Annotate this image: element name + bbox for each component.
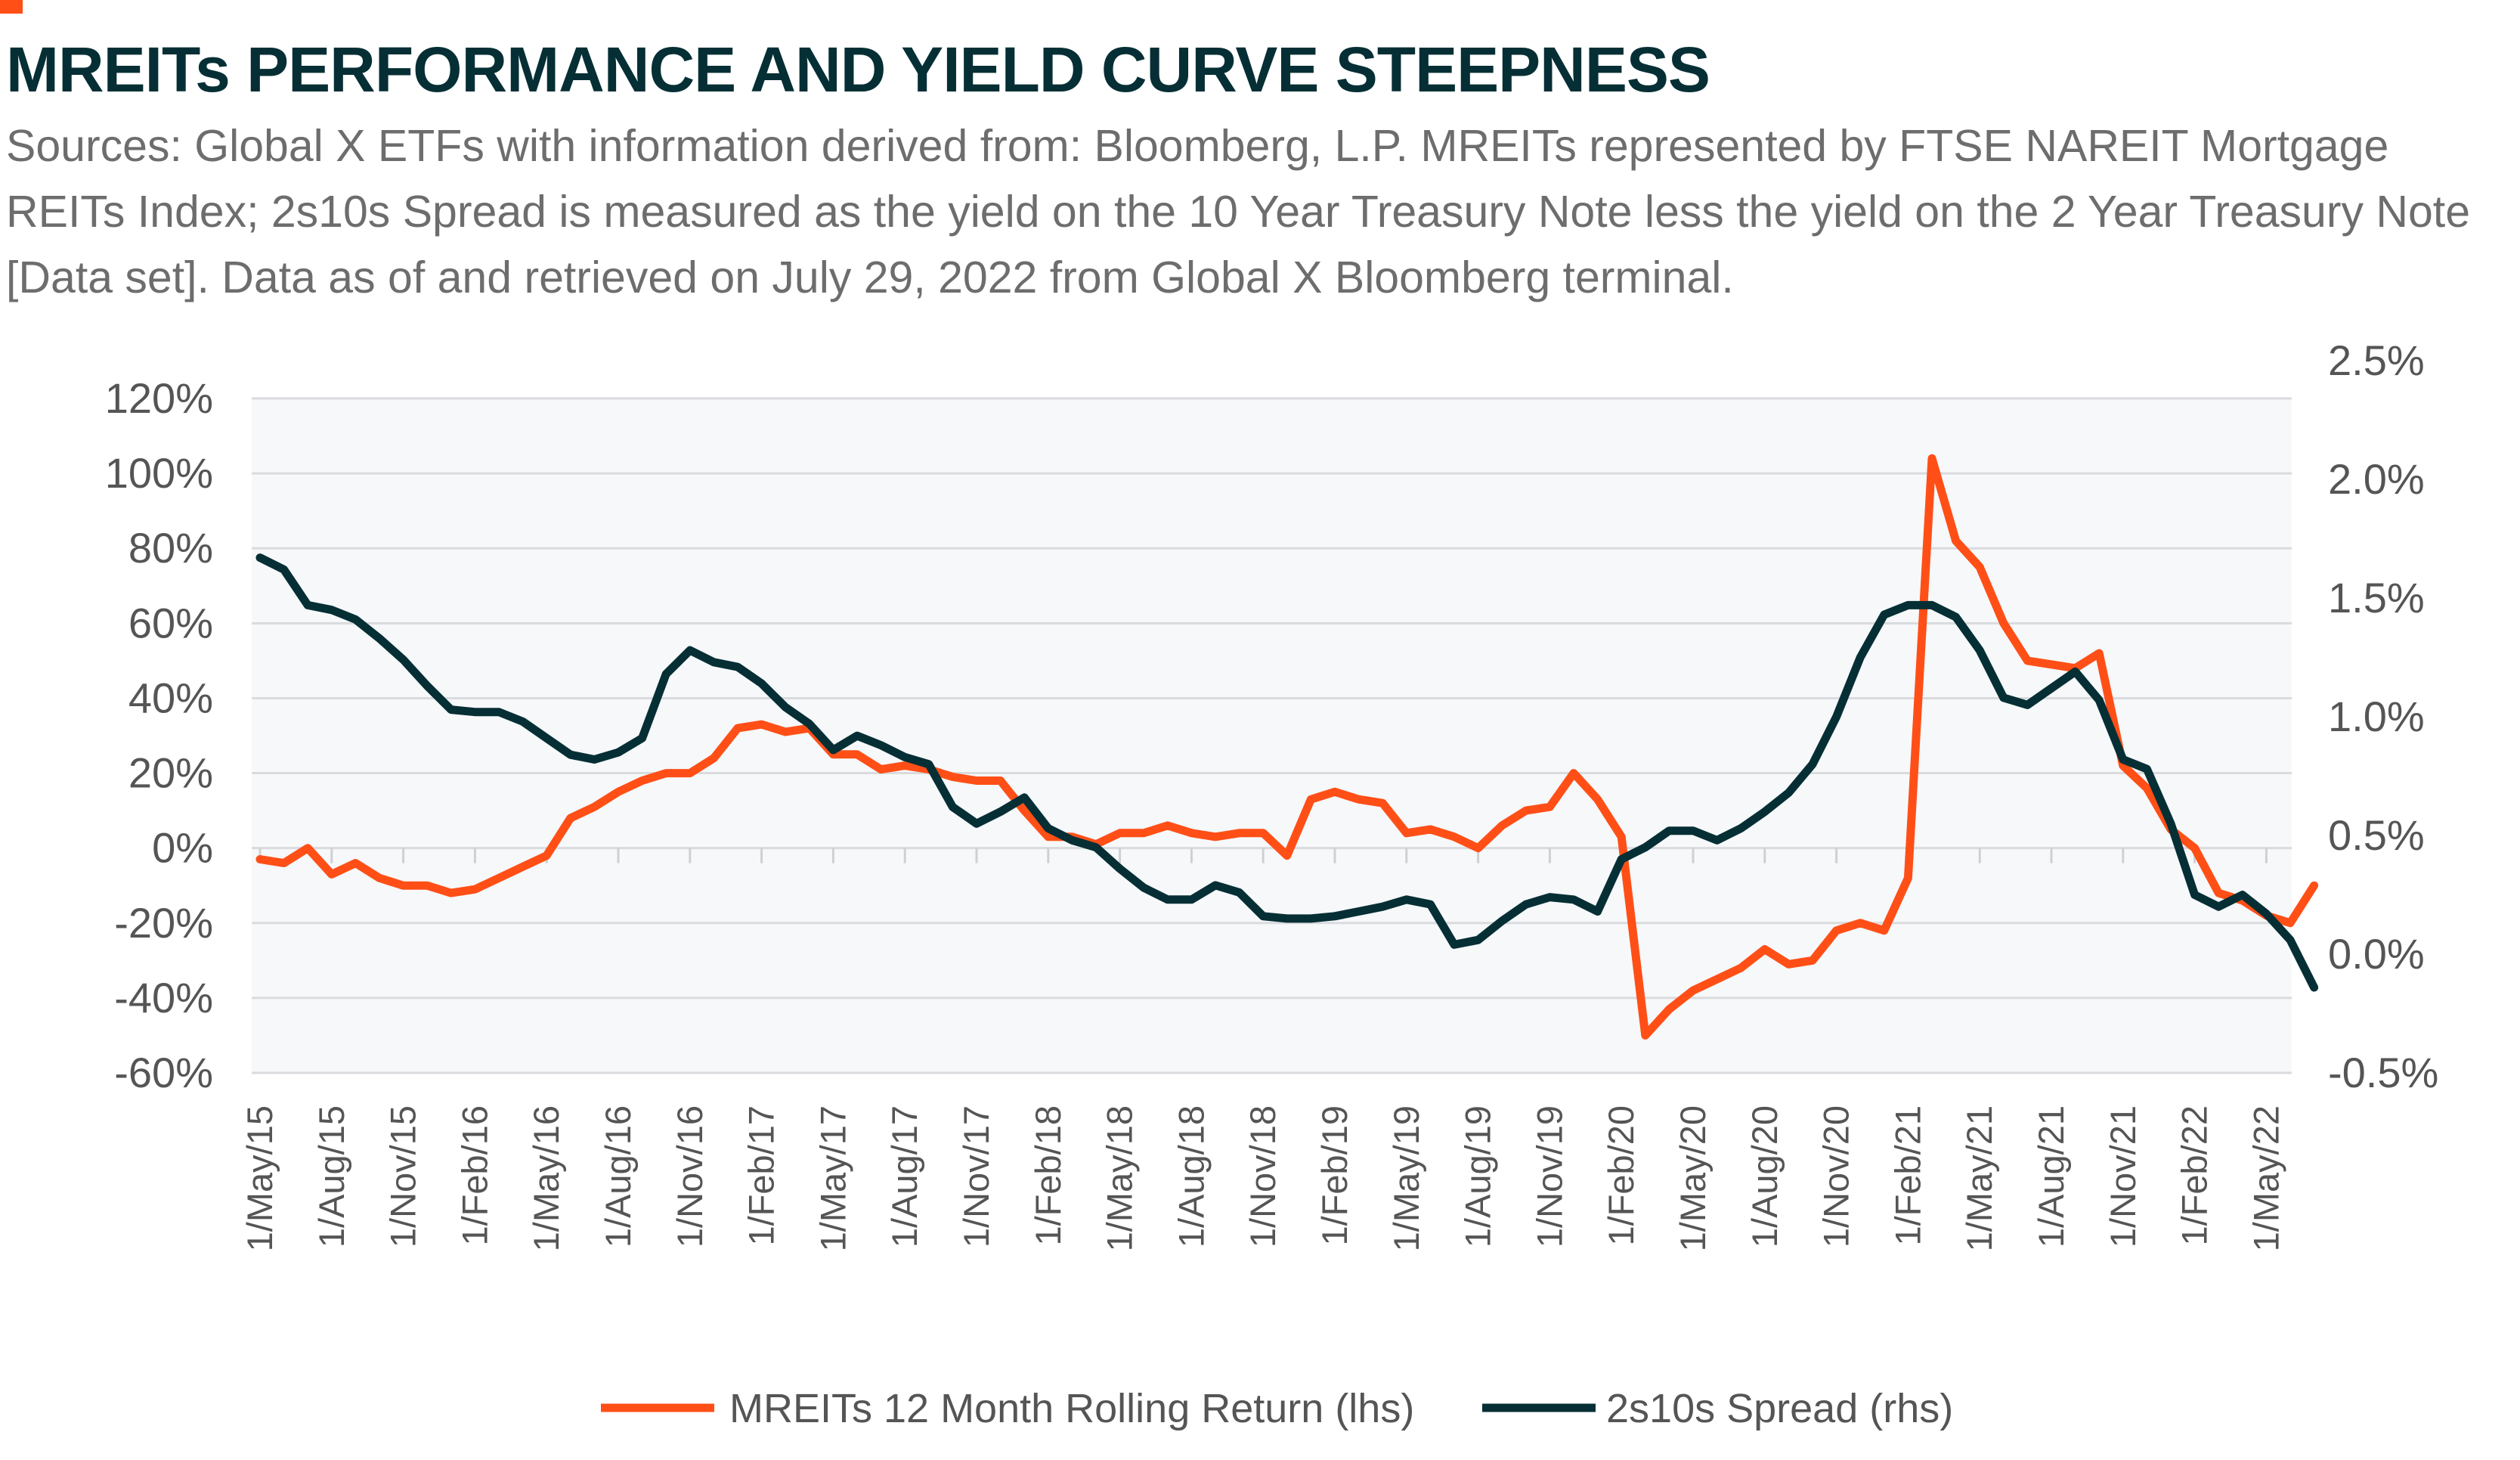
x-tick-label: 1/Aug/18 [1171, 1105, 1211, 1248]
x-tick-label: 1/Aug/17 [884, 1105, 924, 1248]
x-tick-label: 1/May/17 [813, 1105, 853, 1251]
mreits-return-line [255, 454, 2319, 1040]
x-tick-label: 1/Aug/19 [1458, 1105, 1498, 1248]
right-tick-label: 0.0% [2328, 930, 2425, 978]
x-tick-label: 1/Nov/19 [1529, 1105, 1569, 1248]
plot-background [252, 398, 2292, 1073]
spread-line [255, 553, 2319, 992]
x-tick-label: 1/May/20 [1673, 1105, 1713, 1251]
left-tick-label: -20% [114, 899, 213, 947]
x-tick-label: 1/May/19 [1386, 1105, 1426, 1251]
left-tick-label: 40% [128, 674, 213, 721]
legend-label: 2s10s Spread (rhs) [1606, 1386, 1953, 1431]
x-tick-label: 1/Feb/18 [1028, 1105, 1068, 1246]
x-tick-label: 1/Feb/21 [1887, 1105, 1927, 1246]
x-tick-label: 1/May/18 [1100, 1105, 1140, 1251]
legend: MREITs 12 Month Rolling Return (lhs) 2s10… [601, 1386, 1953, 1431]
left-tick-label: 80% [128, 524, 213, 572]
x-tick-label: 1/Aug/21 [2031, 1105, 2071, 1248]
legend-label: MREITs 12 Month Rolling Return (lhs) [729, 1386, 1414, 1431]
x-tick-label: 1/Nov/17 [956, 1105, 996, 1248]
series-lines [255, 454, 2319, 1040]
x-tick-label: 1/Nov/15 [383, 1105, 423, 1248]
x-tick-label: 1/Nov/21 [2103, 1105, 2143, 1248]
x-tick-label: 1/May/22 [2246, 1105, 2286, 1251]
right-tick-label: 1.0% [2328, 693, 2425, 740]
x-tick-label: 1/Nov/18 [1243, 1105, 1283, 1248]
right-axis-ticks: -0.5% 0.0% 0.5% 1.0% 1.5% 2.0% 2.5% [2328, 336, 2438, 1096]
left-tick-label: -60% [114, 1049, 213, 1096]
right-tick-label: 2.5% [2328, 336, 2425, 384]
brand-accent-square [0, 0, 23, 14]
right-tick-label: 0.5% [2328, 811, 2425, 859]
x-tick-label: 1/May/16 [526, 1105, 566, 1251]
x-tick-label: 1/May/15 [240, 1105, 280, 1251]
x-axis-ticks: 1/May/15 1/Aug/15 1/Nov/15 1/Feb/16 1/May/16… [240, 1105, 2286, 1251]
chart-title: MREITs PERFORMANCE AND YIELD CURVE STEEP… [6, 34, 1710, 105]
x-tick-label: 1/Feb/20 [1601, 1105, 1641, 1246]
x-tick-label: 1/Feb/16 [454, 1105, 494, 1246]
left-tick-label: 100% [105, 449, 213, 497]
chart-subtitle: Sources: Global X ETFs with information … [6, 121, 2471, 302]
right-tick-label: 1.5% [2328, 574, 2425, 622]
x-tick-label: 1/Feb/17 [741, 1105, 782, 1246]
x-tick-label: 1/May/21 [1959, 1105, 1999, 1251]
left-tick-label: 120% [105, 374, 213, 422]
x-tick-label: 1/Aug/16 [598, 1105, 638, 1248]
x-tick-label: 1/Nov/16 [670, 1105, 710, 1248]
x-tick-label: 1/Feb/19 [1314, 1105, 1354, 1246]
x-tick-label: 1/Nov/20 [1816, 1105, 1856, 1248]
x-tick-label: 1/Aug/20 [1744, 1105, 1785, 1248]
left-tick-label: 60% [128, 599, 213, 646]
right-tick-label: 2.0% [2328, 455, 2425, 503]
left-tick-label: 20% [128, 749, 213, 797]
right-tick-label: -0.5% [2328, 1049, 2438, 1096]
x-tick-label: 1/Aug/15 [311, 1105, 351, 1248]
gridlines [252, 397, 2292, 1074]
left-tick-label: 0% [152, 824, 213, 872]
left-tick-label: -40% [114, 974, 213, 1021]
left-axis-ticks: -60% -40% -20% 0% 20% 40% 60% 80% 100% 120% [105, 374, 213, 1096]
x-tick-label: 1/Feb/22 [2175, 1105, 2215, 1246]
